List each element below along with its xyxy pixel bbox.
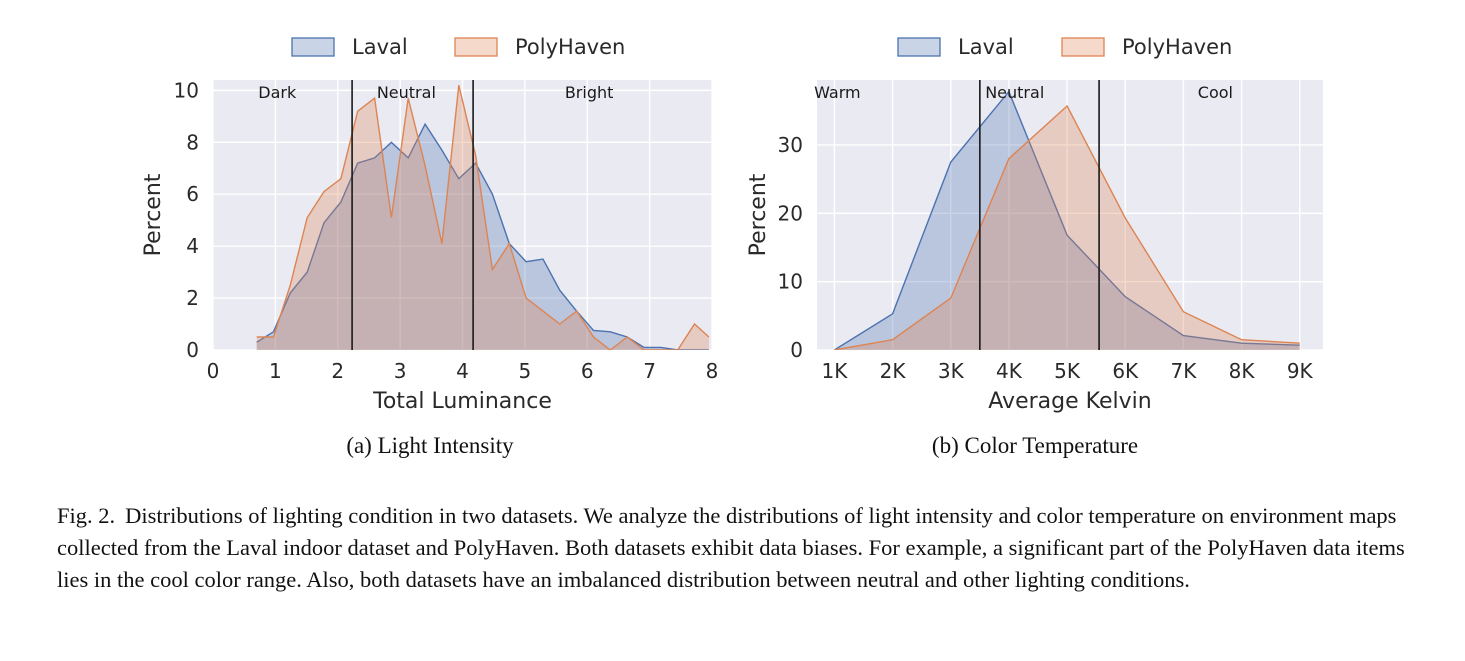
x-tick-label: 8K xyxy=(1229,359,1256,383)
y-tick-label: 2 xyxy=(186,286,199,310)
region-label: Neutral xyxy=(377,83,436,102)
y-tick-label: 10 xyxy=(174,78,199,102)
figure-caption-text: Distributions of lighting condition in t… xyxy=(57,503,1405,592)
figure: Dark Neutral Bright 0 1 2 3 4 5 6 7 8 0 2 4 6 8 10 Total L… xyxy=(141,35,1323,458)
region-label: Cool xyxy=(1198,83,1233,102)
series-area-laval xyxy=(834,91,1300,350)
legend-label-laval: Laval xyxy=(352,35,408,59)
legend-item-polyhaven: PolyHaven xyxy=(1061,35,1232,59)
legend-swatch-polyhaven xyxy=(1061,37,1105,57)
panel-caption: (b) Color Temperature xyxy=(932,433,1138,458)
y-tick-label: 30 xyxy=(778,133,803,157)
region-label: Neutral xyxy=(985,83,1044,102)
x-tick-label: 1 xyxy=(269,359,282,383)
y-axis-label: Percent xyxy=(141,173,166,256)
plot-area xyxy=(834,90,1300,350)
legend-item-laval: Laval xyxy=(291,35,408,59)
y-tick-label: 0 xyxy=(790,338,803,362)
legend-swatch-laval xyxy=(291,37,335,57)
x-axis-label: Total Luminance xyxy=(372,389,552,414)
y-axis-label: Percent xyxy=(746,173,771,256)
series-line-polyhaven xyxy=(256,85,710,350)
x-tick-label: 6 xyxy=(581,359,594,383)
legend-item-polyhaven: PolyHaven xyxy=(454,35,625,59)
series-area-laval xyxy=(256,124,709,350)
plot-background xyxy=(817,80,1323,350)
series-line-laval xyxy=(256,122,709,350)
x-tick-label: 1K xyxy=(822,359,849,383)
legend-label-polyhaven: PolyHaven xyxy=(515,35,625,59)
legend-label-polyhaven: PolyHaven xyxy=(1122,35,1232,59)
legend-label-laval: Laval xyxy=(958,35,1014,59)
region-label: Warm xyxy=(814,83,860,102)
x-axis-label: Average Kelvin xyxy=(988,389,1151,414)
x-tick-label: 2K xyxy=(880,359,907,383)
region-label: Bright xyxy=(565,83,614,102)
panel-caption: (a) Light Intensity xyxy=(346,433,514,458)
legend-item-laval: Laval xyxy=(897,35,1014,59)
series-line-polyhaven xyxy=(834,104,1300,350)
x-tick-label: 0 xyxy=(207,359,220,383)
figure-caption: Fig. 2. Distributions of lighting conditi… xyxy=(57,500,1427,596)
y-tick-label: 0 xyxy=(186,338,199,362)
x-tick-label: 2 xyxy=(331,359,344,383)
legend-swatch-polyhaven xyxy=(454,37,498,57)
x-tick-label: 6K xyxy=(1112,359,1139,383)
x-tick-label: 5K xyxy=(1054,359,1081,383)
x-tick-label: 4K xyxy=(996,359,1023,383)
y-tick-label: 10 xyxy=(778,270,803,294)
x-tick-label: 9K xyxy=(1287,359,1314,383)
x-tick-label: 7K xyxy=(1170,359,1197,383)
panel-light-intensity: Dark Neutral Bright 0 1 2 3 4 5 6 7 8 0 2 4 6 8 10 Total L… xyxy=(141,35,718,458)
y-tick-label: 4 xyxy=(186,234,199,258)
series-area-polyhaven xyxy=(256,85,709,350)
x-tick-label: 3 xyxy=(394,359,407,383)
x-tick-label: 7 xyxy=(643,359,656,383)
panel-color-temperature: Warm Neutral Cool 1K 2K 3K 4K 5K 6K 7K 8K 9K 0 10 20 30… xyxy=(746,35,1323,458)
region-label: Dark xyxy=(258,83,297,102)
x-tick-label: 3K xyxy=(938,359,965,383)
x-tick-label: 8 xyxy=(706,359,719,383)
y-tick-label: 8 xyxy=(186,130,199,154)
plot-area xyxy=(256,85,710,350)
legend-swatch-laval xyxy=(897,37,941,57)
series-area-polyhaven xyxy=(834,106,1300,350)
x-tick-label: 5 xyxy=(519,359,532,383)
figure-caption-label: Fig. 2. xyxy=(57,503,116,528)
y-tick-label: 6 xyxy=(186,182,199,206)
series-line-laval xyxy=(834,90,1300,350)
x-tick-label: 4 xyxy=(456,359,469,383)
y-tick-label: 20 xyxy=(778,201,803,225)
